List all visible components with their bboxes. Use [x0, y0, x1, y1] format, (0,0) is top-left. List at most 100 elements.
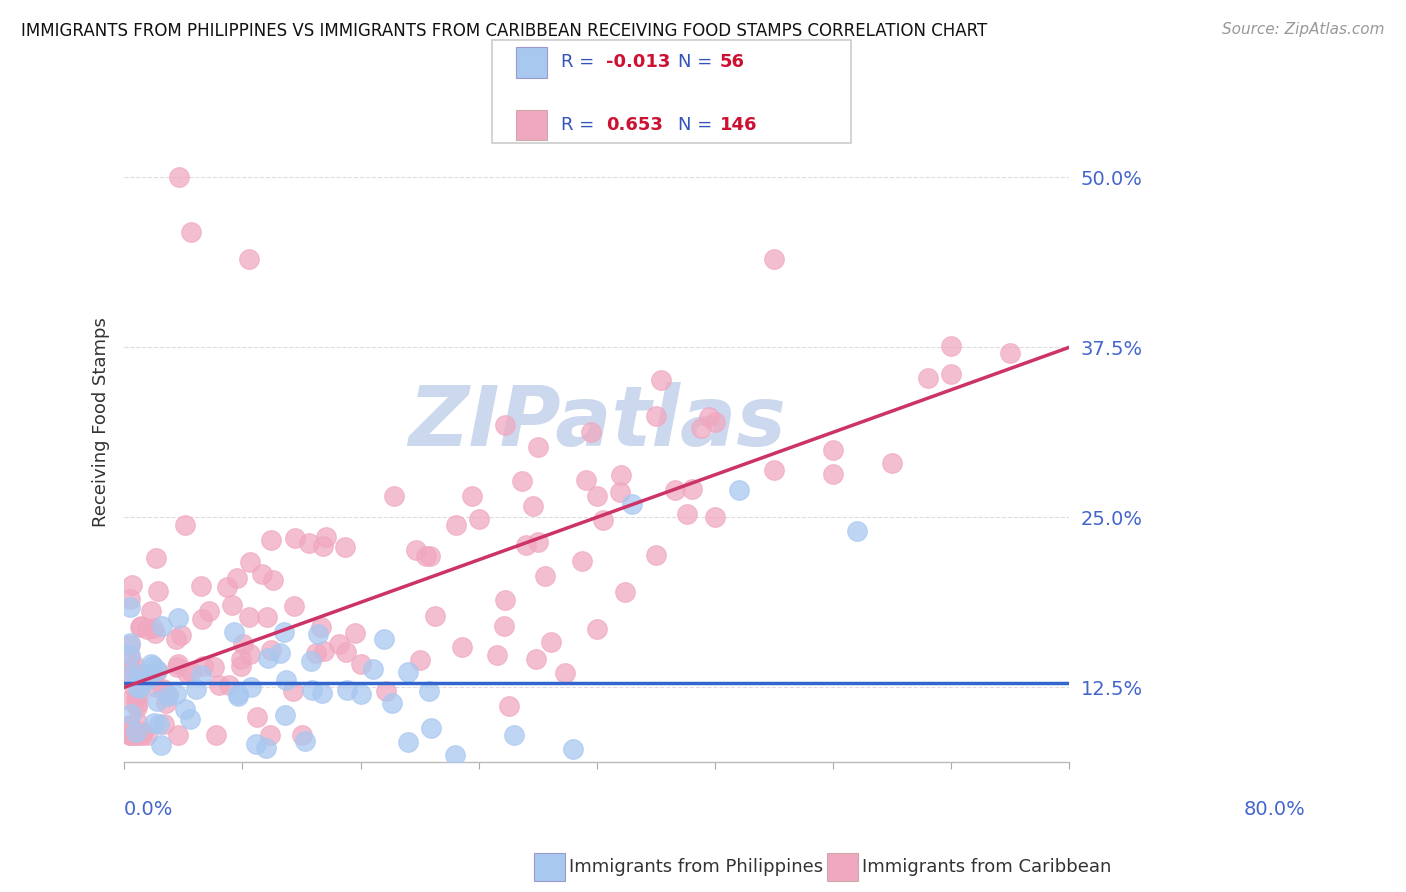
Point	[676, 507, 699, 521]
Point	[120, 636, 142, 650]
Point	[221, 598, 243, 612]
Point	[256, 609, 278, 624]
Point	[299, 654, 322, 668]
Point	[169, 170, 191, 185]
Point	[239, 680, 262, 694]
Point	[381, 697, 404, 711]
Point	[554, 666, 576, 681]
Point	[146, 665, 169, 679]
Point	[492, 619, 515, 633]
Point	[124, 680, 146, 694]
Point	[193, 659, 215, 673]
Point	[522, 500, 544, 514]
Point	[120, 693, 142, 707]
Point	[190, 579, 212, 593]
Point	[152, 716, 174, 731]
Point	[375, 684, 398, 698]
Point	[420, 721, 443, 735]
Text: 0.0%: 0.0%	[124, 799, 173, 819]
Point	[179, 712, 201, 726]
Text: 56: 56	[720, 54, 745, 71]
Point	[156, 689, 179, 703]
Point	[145, 681, 167, 695]
Point	[621, 497, 644, 511]
Point	[143, 626, 166, 640]
Point	[245, 710, 267, 724]
Point	[142, 621, 165, 635]
Point	[141, 657, 163, 671]
Point	[226, 571, 249, 585]
Point	[120, 728, 142, 742]
Point	[136, 669, 159, 683]
Point	[202, 659, 225, 673]
Point	[180, 225, 202, 239]
Point	[120, 668, 142, 682]
Text: Source: ZipAtlas.com: Source: ZipAtlas.com	[1222, 22, 1385, 37]
Point	[333, 540, 356, 554]
Point	[260, 533, 283, 547]
Point	[512, 474, 534, 488]
Point	[120, 718, 142, 732]
Point	[415, 549, 437, 564]
Point	[609, 484, 631, 499]
Point	[155, 696, 177, 710]
Point	[166, 687, 188, 701]
Point	[120, 651, 142, 665]
Point	[571, 554, 593, 568]
Point	[135, 671, 157, 685]
Point	[146, 663, 169, 677]
Point	[120, 638, 142, 652]
Point	[120, 718, 142, 732]
Point	[405, 543, 427, 558]
Point	[176, 666, 198, 681]
Point	[260, 642, 283, 657]
Point	[283, 599, 305, 613]
Point	[262, 574, 284, 588]
Point	[273, 625, 295, 640]
Text: R =: R =	[561, 54, 595, 71]
Point	[127, 698, 149, 712]
Point	[444, 517, 467, 532]
Point	[425, 609, 447, 624]
Point	[170, 628, 193, 642]
Point	[763, 463, 786, 477]
Point	[941, 339, 963, 353]
Point	[344, 626, 367, 640]
Point	[238, 252, 260, 266]
Point	[312, 539, 335, 553]
Text: N =: N =	[678, 54, 711, 71]
Point	[418, 683, 440, 698]
Point	[585, 489, 607, 503]
Point	[129, 681, 152, 695]
Point	[917, 370, 939, 384]
Point	[132, 666, 155, 681]
Point	[226, 690, 249, 704]
Point	[120, 706, 142, 721]
Point	[460, 489, 482, 503]
Point	[152, 682, 174, 697]
Point	[231, 651, 253, 665]
Point	[125, 691, 148, 706]
Point	[197, 603, 219, 617]
Point	[131, 728, 153, 742]
Point	[311, 686, 333, 700]
Text: Immigrants from Caribbean: Immigrants from Caribbean	[862, 858, 1111, 876]
Point	[494, 418, 516, 433]
Point	[231, 658, 253, 673]
Point	[690, 421, 713, 435]
Point	[238, 610, 260, 624]
Point	[124, 728, 146, 742]
Point	[217, 580, 239, 594]
Point	[120, 728, 142, 742]
Point	[120, 648, 142, 662]
Point	[307, 627, 329, 641]
Point	[128, 620, 150, 634]
Point	[291, 728, 314, 742]
Point	[156, 689, 179, 703]
Point	[122, 728, 145, 742]
Text: 0.653: 0.653	[606, 116, 662, 134]
Point	[845, 524, 868, 538]
Point	[503, 728, 526, 742]
Point	[524, 652, 547, 666]
Point	[120, 666, 142, 681]
